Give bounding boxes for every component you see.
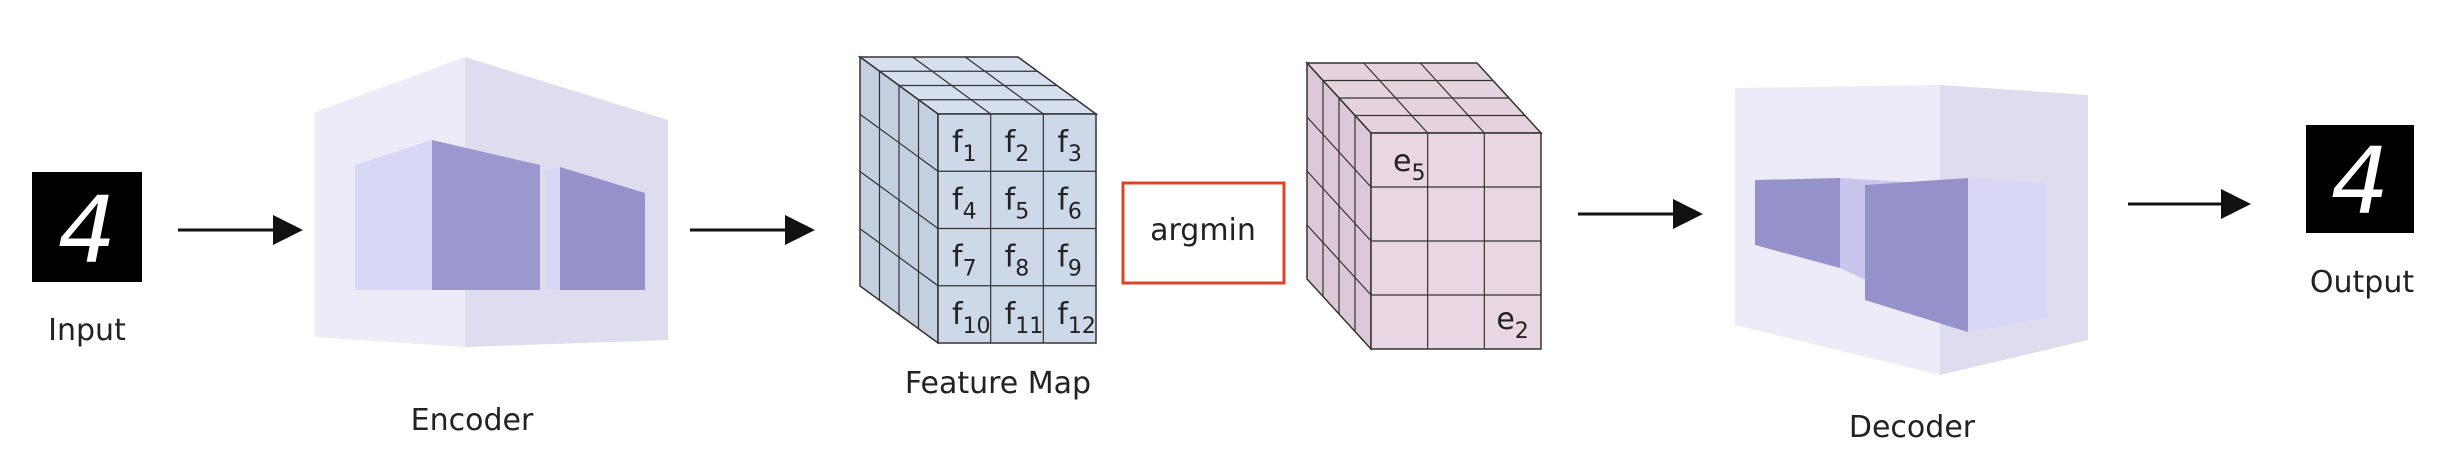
feature-cell-label: f2: [1005, 125, 1030, 167]
feature-map-front-face: f1 f2 f3 f4 f5 f6 f7 f8 f9 f10 f11 f12: [937, 113, 1097, 344]
argmin-label: argmin: [1150, 213, 1256, 248]
decoder-label: Decoder: [1849, 410, 1976, 445]
output-label: Output: [2310, 265, 2414, 300]
codebook-cube: e5 e2: [1305, 61, 1543, 351]
encoder-block-1-front: [355, 140, 432, 290]
encoder-block-1-side: [432, 140, 540, 290]
decoder-block: [1735, 85, 2088, 375]
codebook-front-face: e5 e2: [1370, 132, 1542, 350]
output-image: 4: [2306, 125, 2414, 235]
encoder-block-2-side: [560, 167, 645, 290]
feature-cell-label: f10: [952, 297, 991, 339]
codebook-cell-label: e2: [1496, 302, 1528, 344]
feature-cell-label: f6: [1057, 182, 1082, 224]
output-digit: 4: [2331, 128, 2390, 235]
feature-cell-label: f8: [1005, 240, 1030, 282]
feature-cell-label: f7: [952, 240, 977, 282]
feature-cell-label: f1: [952, 125, 977, 167]
feature-cell-label: f3: [1057, 125, 1082, 167]
input-label: Input: [48, 313, 126, 348]
input-digit: 4: [58, 177, 117, 284]
feature-map-label: Feature Map: [905, 366, 1091, 401]
encoder-block-2-front: [545, 167, 560, 290]
feature-cell-label: f4: [952, 182, 977, 224]
feature-cell-label: f11: [1005, 297, 1044, 339]
decoder-block-2-side: [1968, 178, 2047, 332]
decoder-block-1-front: [1755, 178, 1840, 268]
codebook-cell-label: e5: [1393, 144, 1425, 186]
encoder-block: [315, 57, 668, 347]
feature-cell-label: f9: [1057, 240, 1082, 282]
input-image: 4: [32, 172, 142, 284]
feature-map-side-face: [859, 55, 939, 345]
feature-cell-label: f12: [1057, 297, 1096, 339]
argmin-box: [1121, 181, 1286, 285]
codebook-side-face: [1306, 61, 1372, 351]
encoder-label: Encoder: [411, 403, 534, 438]
feature-map-cube: f1 f2 f3 f4 f5 f6 f7 f8 f9 f10 f11 f12: [857, 55, 1099, 345]
decoder-block-2-front: [1865, 178, 1968, 332]
feature-cell-label: f5: [1005, 182, 1030, 224]
